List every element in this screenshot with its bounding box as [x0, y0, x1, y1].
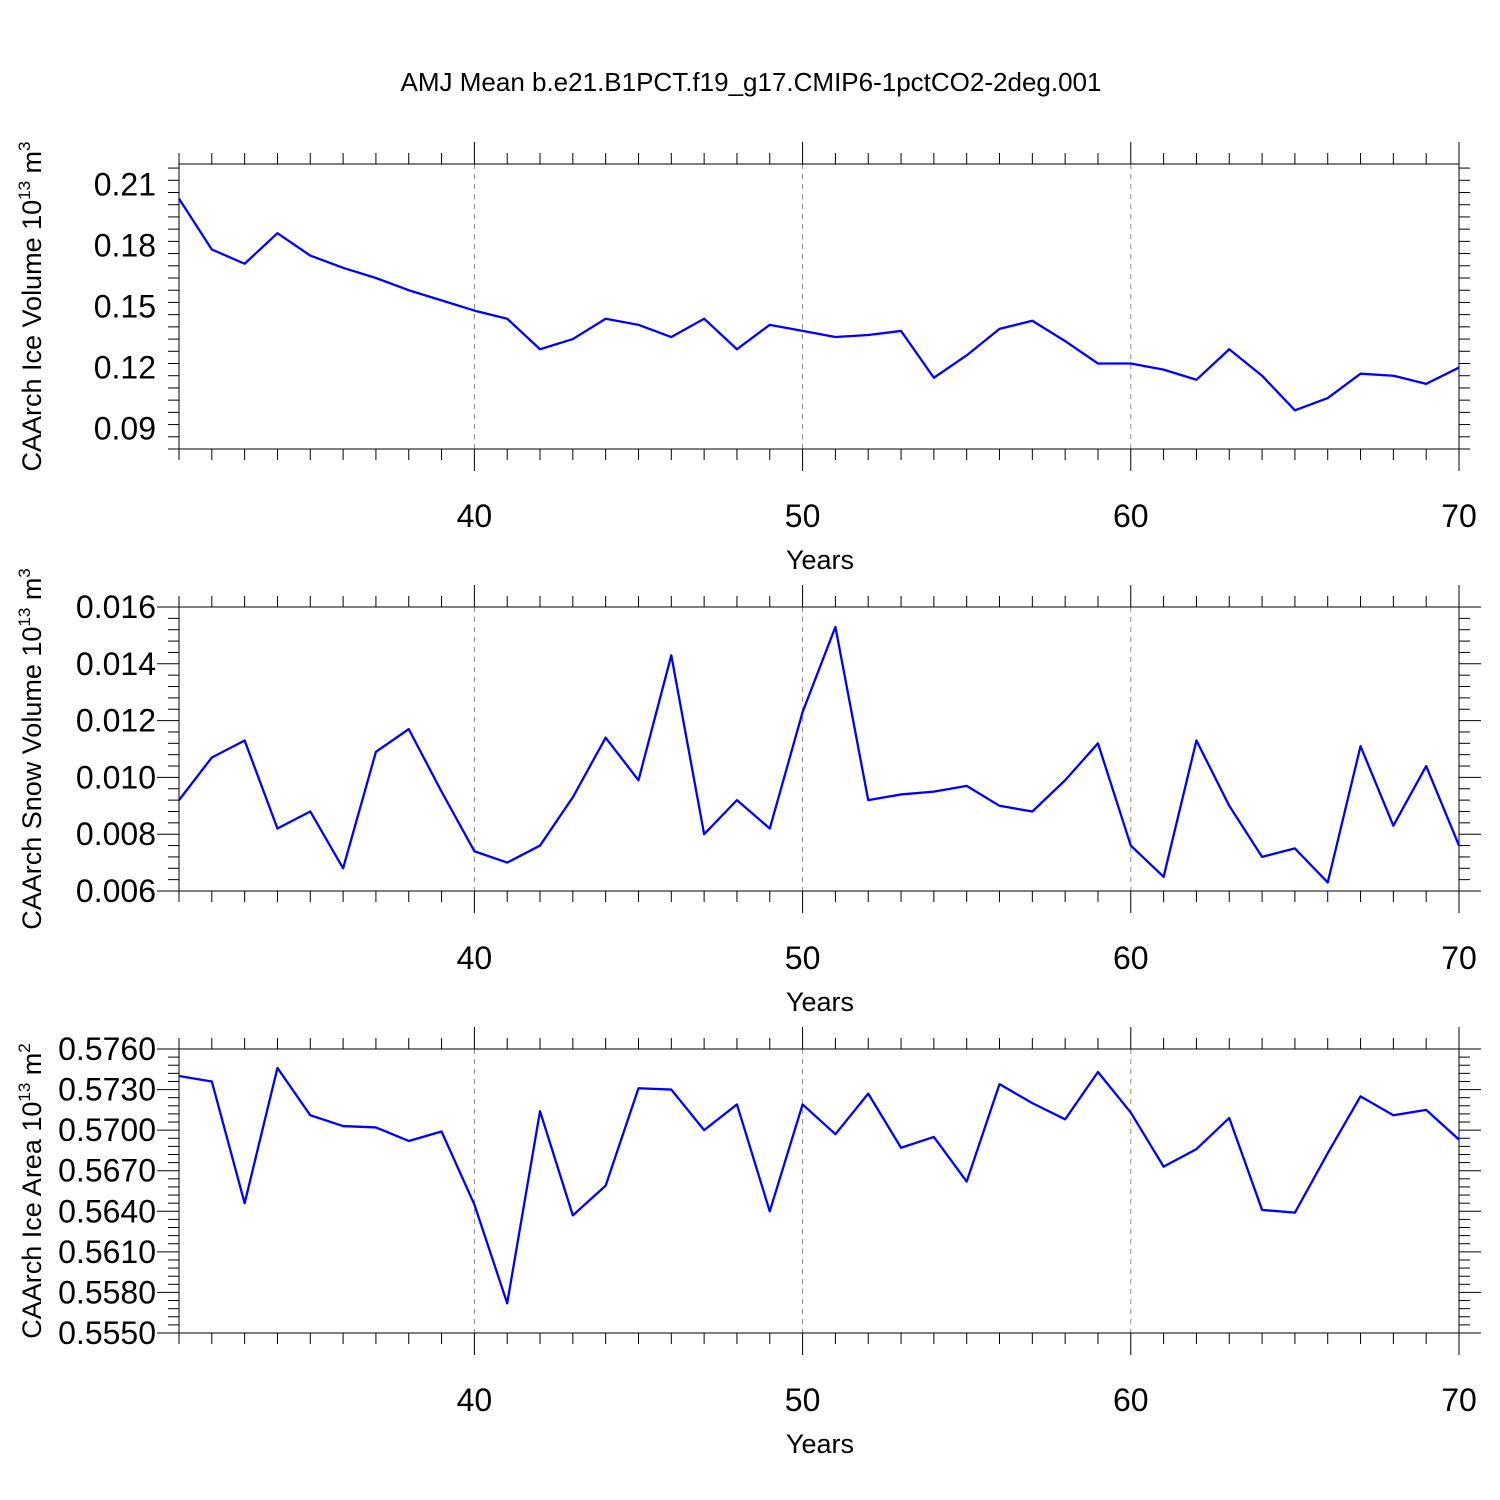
chart-title: AMJ Mean b.e21.B1PCT.f19_g17.CMIP6-1pctC…: [401, 67, 1102, 97]
x-tick-label: 40: [457, 940, 493, 976]
y-axis-label-unit: m: [17, 1053, 47, 1083]
y-axis-label-text: CAArch Snow Volume 10: [17, 627, 47, 930]
plot-frame: [178, 1048, 1460, 1334]
y-axis-label-text: CAArch Ice Volume 10: [17, 200, 47, 472]
y-axis-label-exponent: 13: [15, 608, 34, 627]
y-axis-label: CAArch Ice Volume 1013 m3: [15, 141, 47, 471]
y-axis-label-unit: m: [17, 578, 47, 608]
y-tick-label: 0.016: [76, 589, 156, 625]
x-tick-label: 70: [1441, 498, 1477, 534]
y-tick-label: 0.006: [76, 873, 156, 909]
y-tick-label: 0.008: [76, 816, 156, 852]
y-axis-label-unit-exponent: 2: [15, 1043, 34, 1052]
y-axis-label-unit-exponent: 3: [15, 568, 34, 577]
y-tick-label: 0.5700: [58, 1112, 156, 1148]
y-tick-label: 0.5760: [58, 1031, 156, 1067]
y-tick-label: 0.5670: [58, 1153, 156, 1189]
y-axis-label-exponent: 13: [15, 181, 34, 200]
plot-frame: [178, 163, 1460, 450]
x-tick-label: 70: [1441, 1382, 1477, 1418]
panel-1: 0.09 0.12 0.15 0.18 0.21 40 50 60 70 Years CAArch …: [15, 141, 1477, 575]
y-tick-label: 0.21: [94, 166, 156, 202]
x-tick-label: 60: [1113, 940, 1149, 976]
y-tick-label: 0.15: [94, 289, 156, 325]
y-axis-label-text: CAArch Ice Area 10: [17, 1102, 47, 1339]
x-axis-label: Years: [786, 987, 854, 1017]
y-tick-label: 0.09: [94, 411, 156, 447]
plot-frame: [178, 606, 1460, 892]
x-tick-label: 50: [785, 940, 821, 976]
x-tick-label: 60: [1113, 498, 1149, 534]
x-tick-label: 60: [1113, 1382, 1149, 1418]
series-line: [178, 1066, 1460, 1305]
x-tick-label: 50: [785, 498, 821, 534]
series-line: [178, 625, 1461, 884]
y-axis-label-unit-exponent: 3: [15, 141, 34, 150]
y-axis-label: CAArch Ice Area 1013 m2: [15, 1043, 47, 1339]
y-tick-label: 0.12: [94, 350, 156, 386]
y-tick-label: 0.5640: [58, 1193, 156, 1229]
x-tick-label: 40: [457, 1382, 493, 1418]
x-tick-label: 40: [457, 498, 493, 534]
x-tick-label: 70: [1441, 940, 1477, 976]
panels: 0.09 0.12 0.15 0.18 0.21 40 50 60 70 Years CAArch …: [15, 141, 1481, 1459]
y-axis-label-unit: m: [17, 151, 47, 181]
x-axis-label: Years: [786, 1429, 854, 1459]
x-tick-label: 50: [785, 1382, 821, 1418]
y-tick-label: 0.012: [76, 703, 156, 739]
y-tick-label: 0.5550: [58, 1315, 156, 1351]
panel-3: 0.5550 0.5580 0.5610 0.5640 0.5670 0.5700 0.57…: [15, 1027, 1481, 1459]
y-tick-label: 0.5610: [58, 1234, 156, 1270]
y-tick-label: 0.18: [94, 227, 156, 263]
y-tick-label: 0.5730: [58, 1072, 156, 1108]
y-axis-label: CAArch Snow Volume 1013 m3: [15, 568, 47, 930]
series-line: [178, 197, 1460, 412]
y-axis-label-exponent: 13: [15, 1083, 34, 1102]
panel-2: 0.006 0.008 0.010 0.012 0.014 0.016 40 50 60 70 Ye…: [15, 568, 1481, 1017]
x-axis-label: Years: [786, 545, 854, 575]
y-tick-label: 0.010: [76, 759, 156, 795]
y-tick-label: 0.5580: [58, 1274, 156, 1310]
y-tick-label: 0.014: [76, 646, 156, 682]
